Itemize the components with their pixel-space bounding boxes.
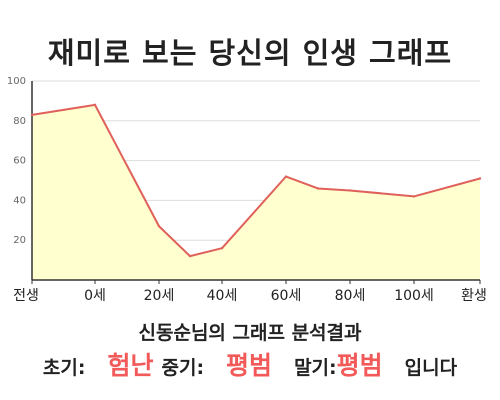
data-point-70세: [316, 187, 320, 190]
data-point-40세: [220, 246, 224, 250]
x-tick-40세: 40세: [207, 288, 238, 304]
page-title: 재미로 보는 당신의 인생 그래프: [47, 36, 453, 70]
y-tick-labels: 20 40 60 80 100: [7, 76, 26, 246]
area-fill: [32, 104, 480, 280]
series-line: [31, 103, 481, 258]
x-tick-20세: 20세: [144, 288, 175, 304]
late-label: 말기:: [294, 357, 337, 379]
x-tick-80세: 80세: [335, 288, 366, 304]
y-tick-80: 80: [13, 116, 26, 127]
y-tick-40: 40: [13, 195, 26, 206]
data-point-100세: [412, 195, 416, 198]
data-point-60세: [284, 175, 288, 178]
x-tick-labels: 전생 0세 20세 40세 60세 80세 100세 환생: [13, 288, 487, 304]
late-value: 평범: [336, 351, 383, 380]
mid-value: 평범: [226, 351, 273, 380]
x-tick-환생: 환생: [461, 288, 487, 304]
y-tick-100: 100: [7, 76, 26, 87]
y-tick-20: 20: [13, 235, 26, 246]
x-tick-전생: 전생: [13, 288, 39, 304]
analysis-summary: 신동순님의 그래프 분석결과: [138, 322, 362, 344]
data-point-30세: [188, 254, 192, 258]
early-value: 험난: [107, 351, 154, 380]
data-point-환생: [478, 177, 482, 180]
data-point-0세: [93, 103, 97, 107]
result-suffix: 입니다: [404, 357, 458, 379]
early-label: 초기:: [42, 357, 86, 379]
data-point-20세: [157, 225, 161, 228]
data-point-전생: [30, 113, 34, 117]
data-point-80세: [348, 189, 352, 192]
x-tick-0세: 0세: [84, 288, 106, 304]
y-tick-60: 60: [13, 156, 26, 167]
x-tick-100세: 100세: [394, 288, 434, 304]
x-tick-60세: 60세: [271, 288, 302, 304]
analysis-result: 초기: 험난 중기: 평범 말기:평범 입니다: [0, 346, 500, 382]
mid-label: 중기:: [161, 357, 205, 379]
